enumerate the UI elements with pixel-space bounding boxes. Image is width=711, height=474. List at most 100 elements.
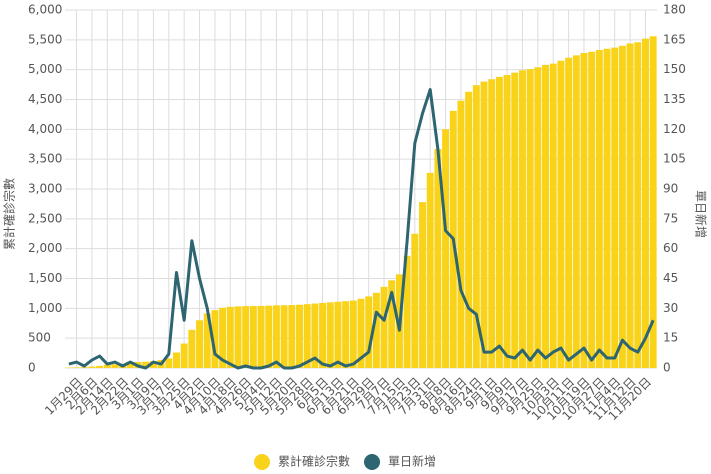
bar <box>503 75 511 368</box>
bar <box>426 172 434 368</box>
y-tick-label: 3,000 <box>28 182 62 196</box>
bar <box>472 85 480 369</box>
y-tick-label: 5,500 <box>28 32 62 46</box>
bar <box>534 67 542 368</box>
bar <box>618 45 626 369</box>
legend-marker <box>254 454 270 470</box>
y-tick-label: 1,500 <box>28 271 62 285</box>
y2-tick-label: 150 <box>663 62 686 76</box>
bar <box>457 100 465 369</box>
bar <box>511 72 519 369</box>
bar <box>349 300 357 368</box>
y-axis-title: 累計確診宗數 <box>2 178 17 250</box>
y2-tick-label: 60 <box>663 241 678 255</box>
y-tick-label: 5,000 <box>28 62 62 76</box>
legend-label: 累計確診宗數 <box>278 454 350 469</box>
bar <box>365 296 373 368</box>
bar <box>188 329 196 368</box>
bar <box>96 365 104 368</box>
y2-axis-title: 單日新增 <box>694 190 709 238</box>
bar <box>211 310 219 368</box>
y-tick-label: 2,000 <box>28 241 62 255</box>
bar <box>434 149 442 368</box>
y2-tick-label: 75 <box>663 211 678 225</box>
bar <box>196 320 204 368</box>
bar <box>80 367 88 368</box>
y2-tick-label: 180 <box>663 3 686 17</box>
bar <box>280 305 288 368</box>
bar <box>126 362 134 368</box>
bar <box>442 129 450 368</box>
bar <box>311 303 319 368</box>
bar <box>403 255 411 368</box>
bar <box>549 63 557 368</box>
bar <box>465 91 473 368</box>
bar <box>557 60 565 368</box>
legend-label: 單日新增 <box>388 454 436 469</box>
bar <box>626 43 634 369</box>
bar <box>388 280 396 368</box>
y-tick-label: 0 <box>28 361 36 375</box>
bar <box>249 306 257 368</box>
y-tick-label: 4,000 <box>28 122 62 136</box>
bar <box>634 42 642 368</box>
bar <box>180 343 188 368</box>
y2-tick-label: 30 <box>663 301 678 315</box>
bar <box>165 358 173 368</box>
y-tick-label: 500 <box>28 331 51 345</box>
bar <box>411 233 419 368</box>
bar <box>334 301 342 368</box>
bar <box>380 286 388 368</box>
bar <box>357 298 365 368</box>
bar <box>219 307 227 368</box>
bar <box>580 52 588 369</box>
bar <box>265 305 273 368</box>
bar <box>342 301 350 368</box>
bar <box>149 361 157 368</box>
y2-tick-label: 105 <box>663 152 686 166</box>
legend-marker <box>364 454 381 470</box>
bar <box>649 36 657 369</box>
bar <box>234 306 242 368</box>
bar <box>142 361 150 368</box>
bar <box>372 292 380 368</box>
y-tick-label: 4,500 <box>28 92 62 106</box>
bar <box>173 352 180 368</box>
bar <box>588 51 596 369</box>
bar <box>111 364 119 368</box>
bar <box>542 64 549 368</box>
bar <box>603 48 611 369</box>
bar <box>303 304 311 368</box>
y2-tick-label: 45 <box>663 271 678 285</box>
bar <box>565 57 573 368</box>
bar <box>88 366 96 368</box>
bar <box>642 38 649 368</box>
bar <box>495 76 503 369</box>
bar <box>595 49 603 369</box>
bar <box>257 305 265 368</box>
line <box>68 88 655 370</box>
bar <box>488 79 496 369</box>
bar <box>480 81 488 368</box>
bar <box>203 313 211 368</box>
y-tick-label: 2,500 <box>28 211 62 225</box>
y-tick-label: 3,500 <box>28 152 62 166</box>
y-tick-label: 6,000 <box>28 3 62 17</box>
bar <box>272 305 280 368</box>
y-tick-label: 1,000 <box>28 301 62 315</box>
y2-tick-label: 90 <box>663 182 678 196</box>
bar <box>419 202 426 368</box>
bar <box>226 306 234 368</box>
bar <box>296 304 303 368</box>
bar <box>326 302 334 368</box>
bar <box>518 70 526 368</box>
bar <box>288 305 296 368</box>
y2-tick-label: 165 <box>663 32 686 46</box>
y2-tick-label: 120 <box>663 122 686 136</box>
y2-tick-label: 15 <box>663 331 678 345</box>
bar <box>319 302 327 368</box>
bar <box>73 367 80 368</box>
y2-tick-label: 135 <box>663 92 686 106</box>
y2-tick-label: 0 <box>663 361 671 375</box>
